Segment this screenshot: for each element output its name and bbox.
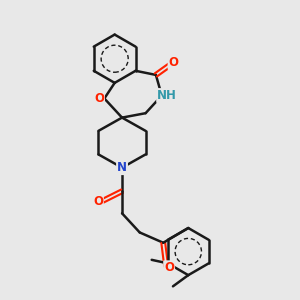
Text: N: N [117, 161, 127, 174]
Text: O: O [164, 261, 174, 274]
Text: NH: NH [157, 89, 177, 102]
Text: O: O [169, 56, 178, 69]
Text: O: O [94, 92, 104, 105]
Text: O: O [93, 195, 103, 208]
